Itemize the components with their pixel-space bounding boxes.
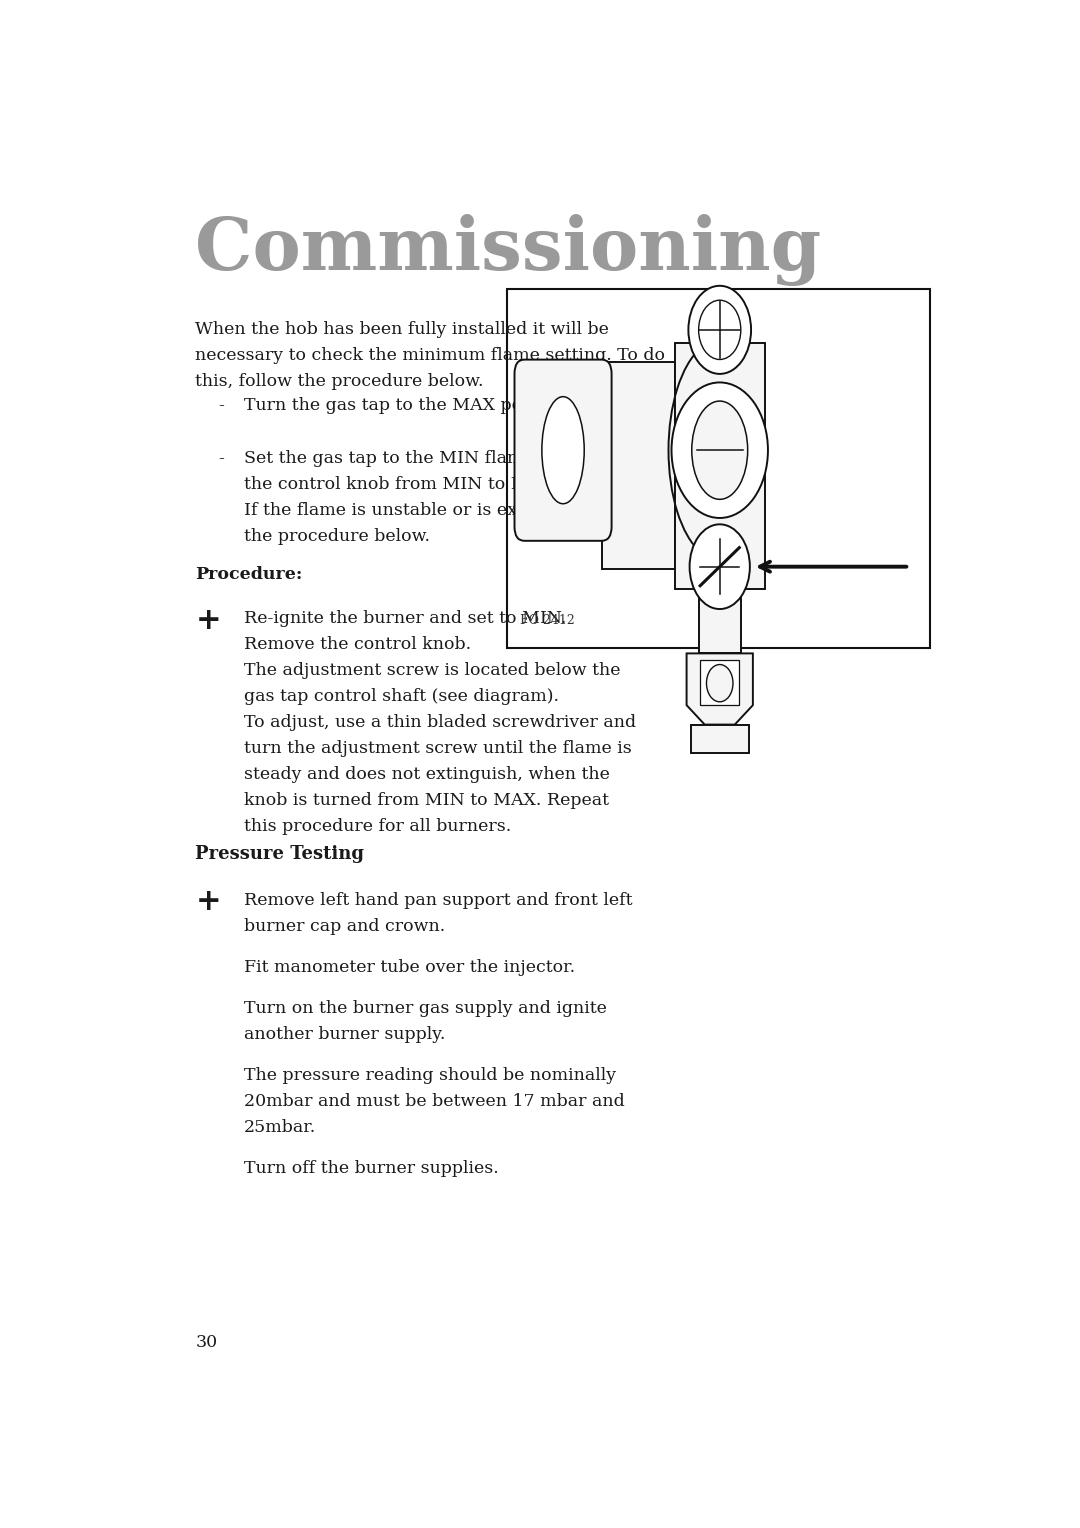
Polygon shape [687,654,753,724]
Circle shape [706,665,733,701]
Text: steady and does not extinguish, when the: steady and does not extinguish, when the [244,766,610,782]
Text: knob is turned from MIN to MAX. Repeat: knob is turned from MIN to MAX. Repeat [244,792,609,808]
Polygon shape [691,724,748,753]
Text: Fit manometer tube over the injector.: Fit manometer tube over the injector. [244,958,575,976]
Text: +: + [195,886,221,915]
Text: Turn the gas tap to the MAX position and ignite.: Turn the gas tap to the MAX position and… [244,397,671,414]
Text: The pressure reading should be nominally: The pressure reading should be nominally [244,1067,616,1083]
Polygon shape [675,316,765,654]
Text: If the flame is unstable or is extinguished follow: If the flame is unstable or is extinguis… [244,503,669,520]
Text: this, follow the procedure below.: this, follow the procedure below. [195,373,484,390]
Text: -: - [218,397,225,414]
Ellipse shape [692,400,747,500]
Text: Turn on the burner gas supply and ignite: Turn on the burner gas supply and ignite [244,999,607,1018]
Text: this procedure for all burners.: this procedure for all burners. [244,817,511,834]
Text: Remove left hand pan support and front left: Remove left hand pan support and front l… [244,892,632,909]
Text: To adjust, use a thin bladed screwdriver and: To adjust, use a thin bladed screwdriver… [244,714,636,730]
Polygon shape [603,362,675,570]
Text: the control knob from MIN to MAX several times.: the control knob from MIN to MAX several… [244,477,681,494]
Text: Commissioning: Commissioning [195,214,822,286]
Text: 25mbar.: 25mbar. [244,1118,316,1135]
Text: burner cap and crown.: burner cap and crown. [244,917,445,935]
Text: Re-ignite the burner and set to MIN.: Re-ignite the burner and set to MIN. [244,611,566,628]
Text: necessary to check the minimum flame setting. To do: necessary to check the minimum flame set… [195,347,665,364]
Circle shape [699,299,741,359]
Text: Pressure Testing: Pressure Testing [195,845,364,863]
Text: Remove the control knob.: Remove the control knob. [244,636,471,654]
Text: Turn off the burner supplies.: Turn off the burner supplies. [244,1160,499,1177]
Circle shape [672,382,768,518]
Text: Set the gas tap to the MIN flame position then turn: Set the gas tap to the MIN flame positio… [244,451,698,468]
Ellipse shape [542,397,584,504]
Text: Procedure:: Procedure: [195,565,302,582]
Text: the procedure below.: the procedure below. [244,529,430,545]
Text: FO 2412: FO 2412 [521,614,575,626]
Circle shape [688,286,751,374]
Text: The adjustment screw is located below the: The adjustment screw is located below th… [244,662,620,680]
Text: 30: 30 [195,1334,217,1351]
Text: another burner supply.: another burner supply. [244,1025,445,1042]
Text: turn the adjustment screw until the flame is: turn the adjustment screw until the flam… [244,740,632,756]
Text: When the hob has been fully installed it will be: When the hob has been fully installed it… [195,321,609,338]
Polygon shape [701,660,739,704]
Text: -: - [218,451,225,468]
FancyBboxPatch shape [514,359,611,541]
Bar [508,289,930,648]
Text: 20mbar and must be between 17 mbar and: 20mbar and must be between 17 mbar and [244,1093,624,1109]
Text: gas tap control shaft (see diagram).: gas tap control shaft (see diagram). [244,688,558,704]
Text: +: + [195,605,221,634]
Circle shape [690,524,750,610]
